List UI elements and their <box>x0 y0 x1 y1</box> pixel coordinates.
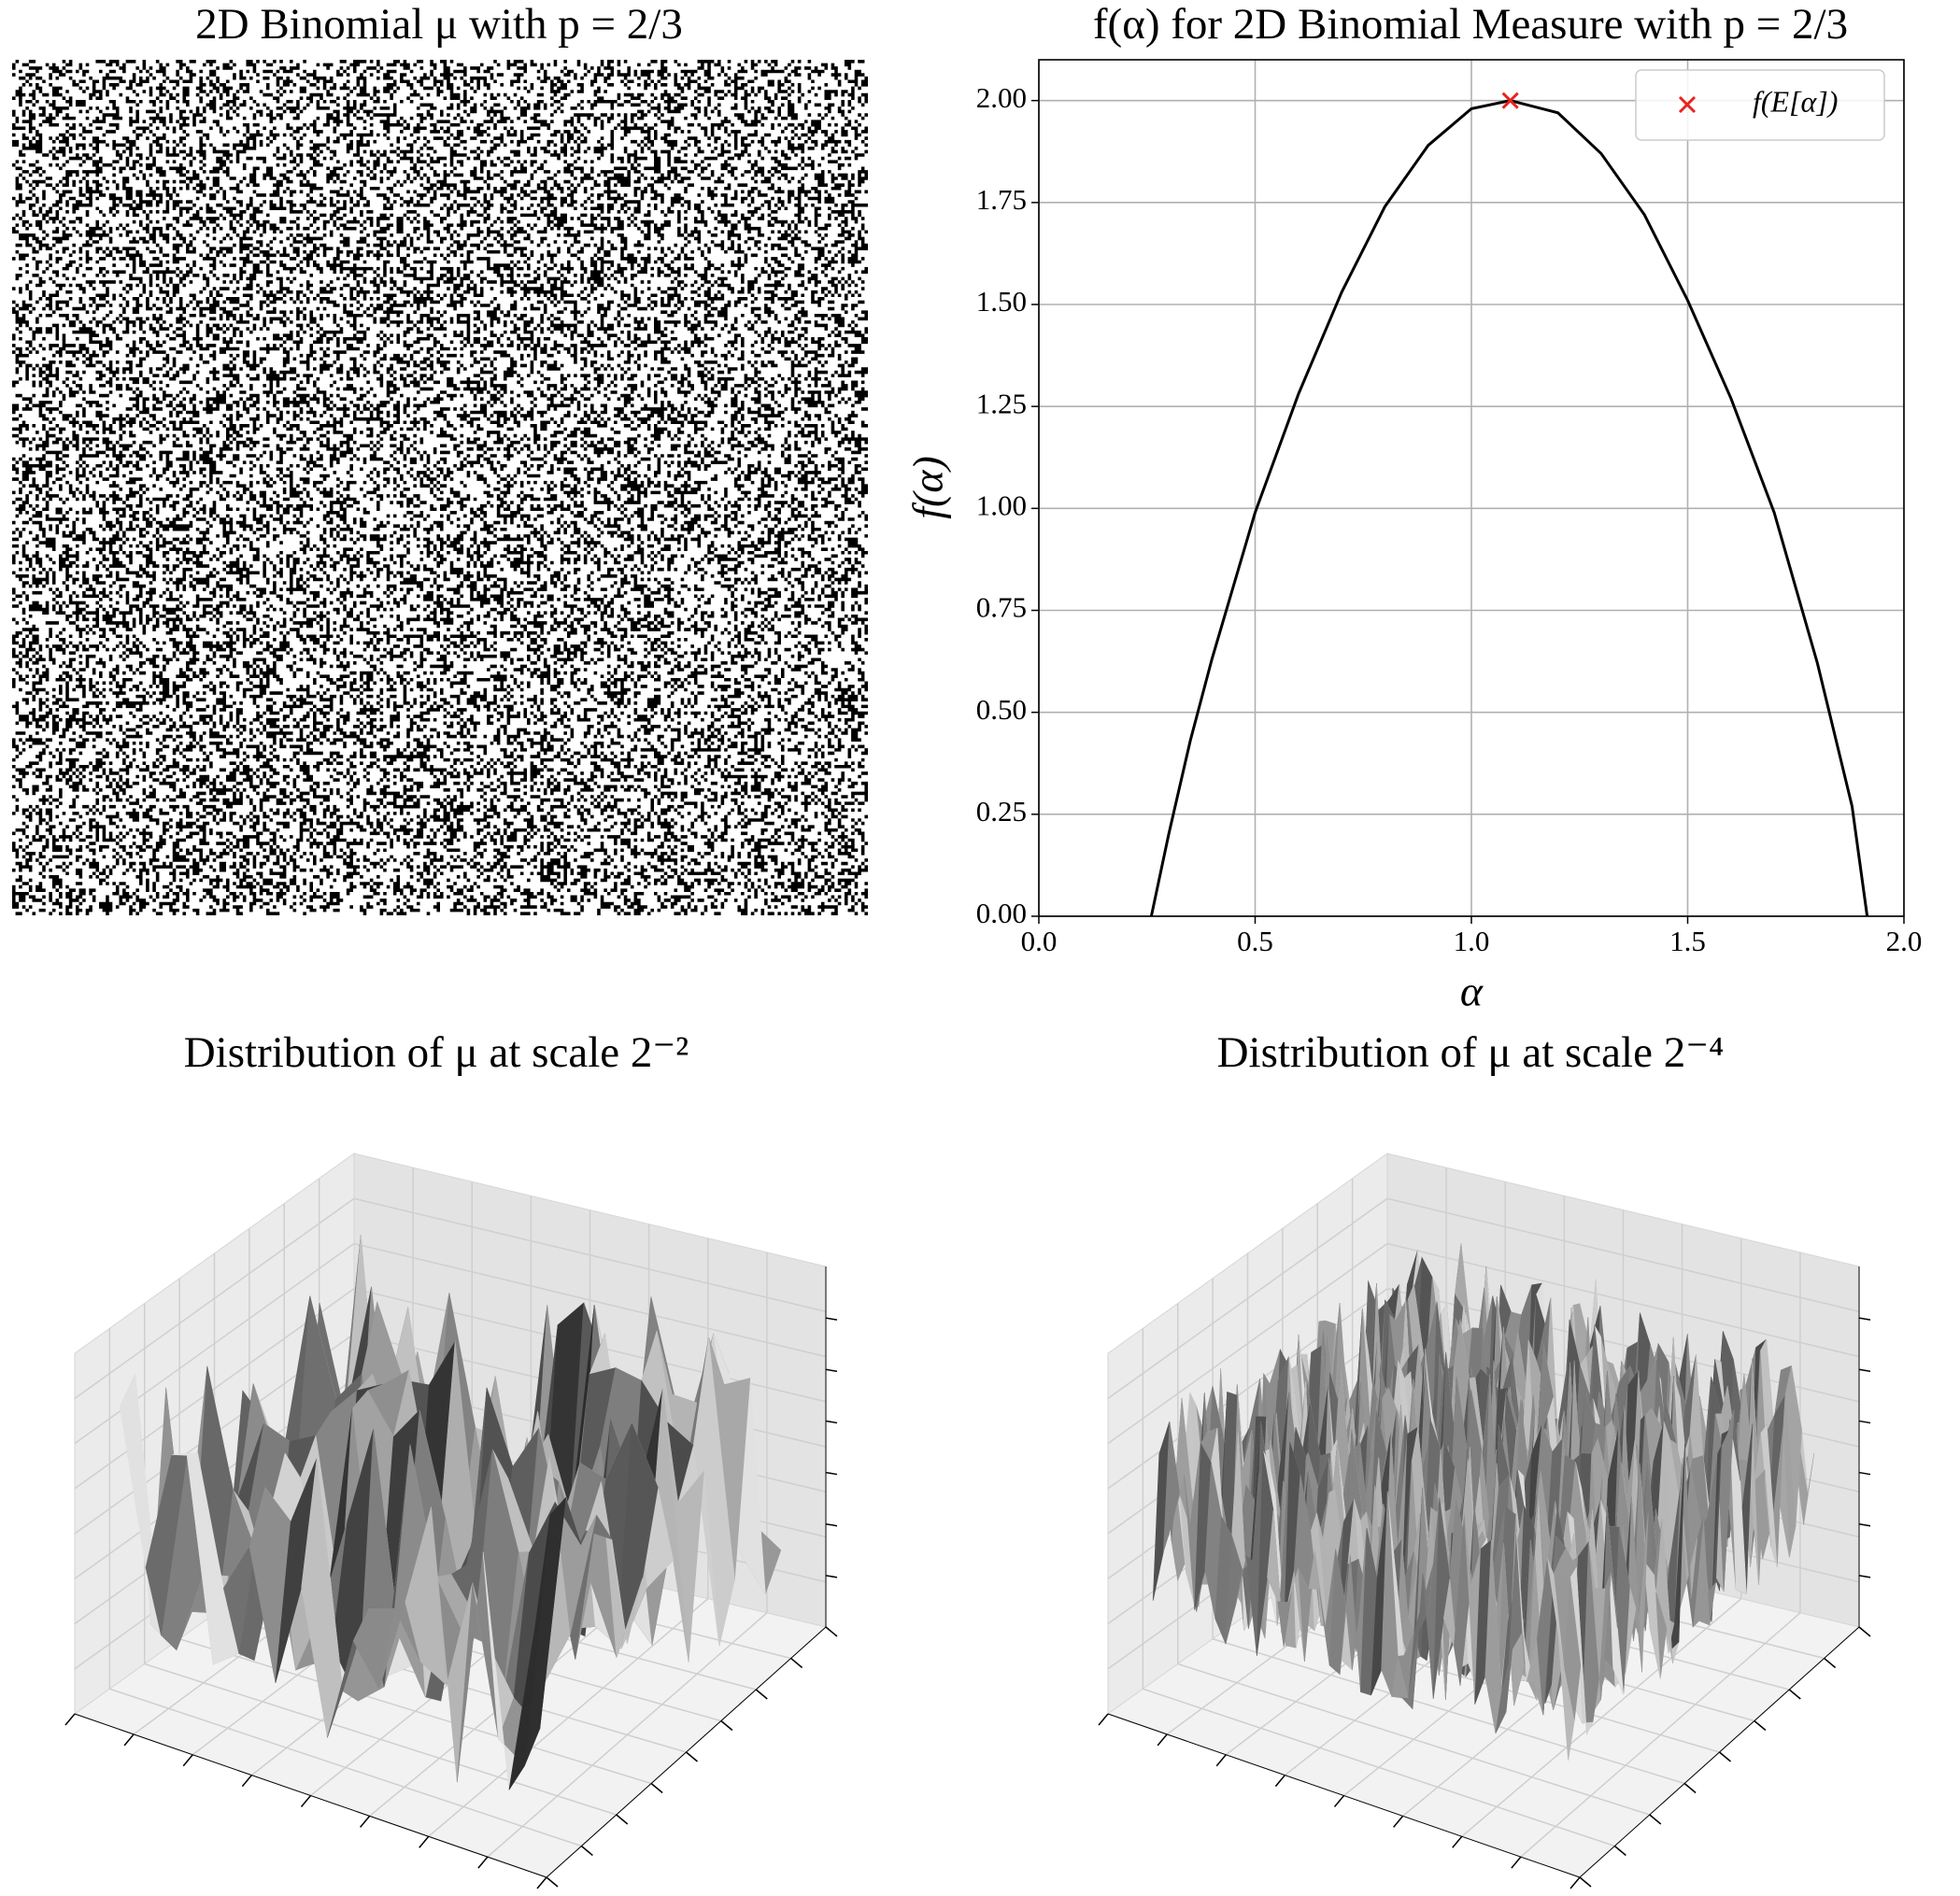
pane-grid-line <box>1520 1612 1801 1858</box>
y-tick-label: 0.00 <box>976 897 1027 929</box>
axis-tick <box>1788 1689 1801 1700</box>
y-tick-label: 1.25 <box>976 387 1027 419</box>
y-tick-label: 1.75 <box>976 183 1027 216</box>
axis-tick <box>241 1775 252 1788</box>
axis-tick <box>720 1719 733 1732</box>
axis-tick <box>1157 1733 1168 1747</box>
pane-grid-line <box>1143 1688 1615 1847</box>
legend-marker <box>1678 95 1697 114</box>
axis-tick <box>419 1835 430 1848</box>
axis-tick <box>1858 1420 1871 1424</box>
axis-tick <box>1613 1845 1626 1857</box>
pane-grid-line <box>353 1242 827 1358</box>
axis-tick <box>616 1814 629 1825</box>
axis-tick <box>825 1420 838 1424</box>
axis-tick <box>790 1657 803 1669</box>
axis-tick <box>1511 1856 1522 1869</box>
x-tick-label: 1.0 <box>1454 925 1490 957</box>
axis-tick <box>477 1856 489 1869</box>
x-tick-label: 0.0 <box>1021 925 1058 957</box>
y-tick-label: 0.75 <box>976 591 1027 624</box>
axis-tick <box>1215 1754 1227 1767</box>
pane-grid-line <box>1177 1663 1650 1816</box>
x-tick-label: 0.5 <box>1237 925 1273 957</box>
axis-tick <box>1858 1575 1871 1578</box>
axis-tick <box>1858 1317 1871 1321</box>
panel-title: 2D Binomial μ with p = 2/3 <box>195 0 683 49</box>
pane-grid-line <box>1107 1242 1388 1445</box>
axis-tick <box>1683 1782 1697 1794</box>
axis-tick <box>1719 1751 1731 1762</box>
axis-tick <box>536 1876 547 1889</box>
axis-tick <box>825 1575 838 1578</box>
axis-tick <box>1858 1626 1871 1637</box>
surface <box>119 1235 782 1791</box>
x-tick-label: 1.5 <box>1669 925 1706 957</box>
axis-tick <box>825 1626 838 1637</box>
y-tick-label: 1.00 <box>976 488 1027 521</box>
pane-grid-line <box>178 1638 652 1785</box>
surface <box>1152 1243 1815 1762</box>
pane-grid-line <box>487 1612 768 1858</box>
pane-grid-line <box>1461 1598 1742 1837</box>
axis-tick <box>1858 1368 1871 1373</box>
axis-tick <box>755 1689 768 1700</box>
axis-tick <box>64 1713 76 1726</box>
pane-grid-line <box>109 1688 582 1847</box>
axes-frame <box>1038 59 1905 917</box>
noise-image <box>12 60 869 915</box>
legend-box <box>1635 69 1885 141</box>
axis-tick <box>650 1782 663 1794</box>
axis-tick <box>1579 1876 1592 1888</box>
surface-facet <box>508 1514 551 1790</box>
surface-facet <box>1557 1631 1575 1762</box>
axis-tick <box>360 1815 371 1828</box>
axis-tick <box>1098 1713 1109 1726</box>
axis-tick <box>686 1751 698 1762</box>
axis-tick <box>300 1795 312 1807</box>
axis-tick <box>1333 1795 1345 1807</box>
pane-grid-line <box>353 1197 827 1312</box>
axis-tick <box>1569 1876 1581 1889</box>
axis-tick <box>825 1317 838 1321</box>
axis-tick <box>825 1522 838 1527</box>
pane-grid-line <box>1212 1638 1685 1785</box>
axis-tick <box>1824 1657 1837 1669</box>
axis-tick <box>182 1754 193 1767</box>
panel-title: f(α) for 2D Binomial Measure with p = 2/… <box>1093 0 1848 49</box>
x-axis-label: α <box>1460 968 1484 1015</box>
y-tick-label: 0.25 <box>976 795 1027 828</box>
axis-tick <box>546 1876 559 1888</box>
pane-grid-line <box>1386 1197 1860 1312</box>
axis-tick <box>825 1368 838 1373</box>
axis-tick <box>1858 1471 1871 1476</box>
pane-grid-line <box>144 1663 617 1816</box>
axis-tick <box>1649 1814 1662 1825</box>
curve <box>1149 99 1869 917</box>
y-axis-label: f(α) <box>904 456 952 519</box>
y-tick-label: 2.00 <box>976 81 1027 114</box>
axis-tick <box>825 1471 838 1476</box>
pane-grid-line <box>74 1197 355 1399</box>
axis-tick <box>1754 1719 1767 1732</box>
axis-tick <box>1858 1522 1871 1527</box>
axis-tick <box>1274 1775 1285 1788</box>
y-tick-label: 1.50 <box>976 285 1027 318</box>
axis-tick <box>1393 1815 1404 1828</box>
pane-grid-line <box>1107 1197 1388 1399</box>
legend-label: f(E[α]) <box>1753 84 1838 118</box>
pane-grid-line <box>1386 1242 1860 1358</box>
y-tick-label: 0.50 <box>976 693 1027 726</box>
axis-tick <box>580 1845 593 1857</box>
pane-grid-line <box>428 1598 709 1837</box>
axis-tick <box>1452 1835 1463 1848</box>
panel-title: Distribution of μ at scale 2⁻⁴ <box>1217 1028 1725 1077</box>
panel-title: Distribution of μ at scale 2⁻² <box>184 1028 689 1077</box>
marker <box>1501 92 1519 109</box>
axis-tick <box>123 1733 135 1747</box>
x-tick-label: 2.0 <box>1886 925 1923 957</box>
